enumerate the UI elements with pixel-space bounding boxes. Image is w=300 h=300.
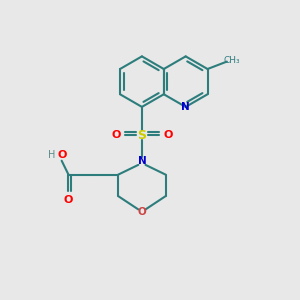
Text: H: H — [48, 150, 56, 160]
Text: O: O — [111, 130, 121, 140]
Text: CH₃: CH₃ — [224, 56, 241, 65]
Text: S: S — [137, 129, 146, 142]
Text: O: O — [163, 130, 172, 140]
Text: O: O — [137, 207, 146, 218]
Text: N: N — [137, 156, 146, 166]
Text: O: O — [64, 195, 73, 205]
Text: N: N — [181, 102, 190, 112]
Text: O: O — [58, 150, 67, 160]
